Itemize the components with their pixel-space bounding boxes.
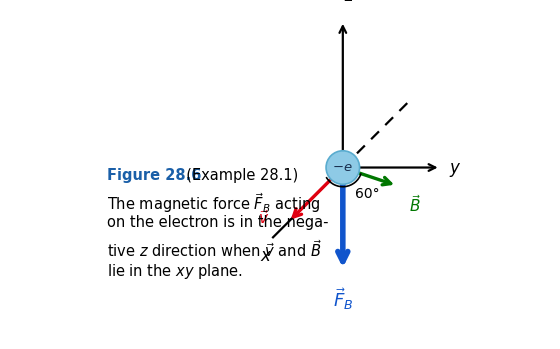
Text: $\vec{B}$: $\vec{B}$ bbox=[409, 194, 422, 215]
Text: y: y bbox=[449, 158, 459, 177]
Text: lie in the $xy$ plane.: lie in the $xy$ plane. bbox=[108, 262, 243, 281]
Text: The magnetic force $\vec{F}$$_B$ acting: The magnetic force $\vec{F}$$_B$ acting bbox=[108, 191, 321, 215]
Text: on the electron is in the nega-: on the electron is in the nega- bbox=[108, 215, 329, 230]
Text: $\vec{v}$: $\vec{v}$ bbox=[258, 209, 269, 227]
Text: $-e$: $-e$ bbox=[333, 161, 353, 174]
Circle shape bbox=[326, 151, 360, 184]
Text: 60°: 60° bbox=[355, 187, 380, 201]
Text: $\vec{F}_B$: $\vec{F}_B$ bbox=[333, 286, 353, 312]
Text: x: x bbox=[260, 247, 270, 265]
Text: (Example 28.1): (Example 28.1) bbox=[177, 168, 298, 183]
Text: tive $z$ direction when $\vec{v}$ and $\vec{B}$: tive $z$ direction when $\vec{v}$ and $\… bbox=[108, 239, 323, 260]
Text: z: z bbox=[344, 0, 352, 5]
Text: Figure 28.6: Figure 28.6 bbox=[108, 168, 202, 183]
